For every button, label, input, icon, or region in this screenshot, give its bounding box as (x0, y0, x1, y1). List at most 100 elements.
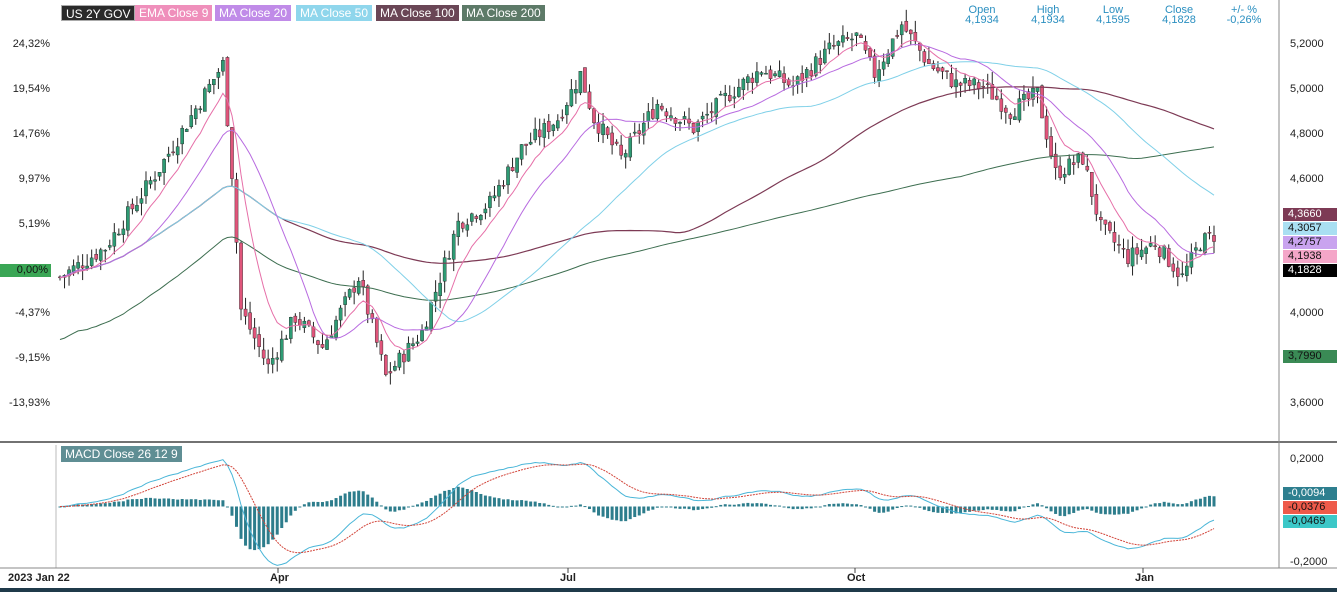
macd-histogram-bar (927, 506, 931, 512)
macd-histogram-bar (578, 504, 582, 507)
right-axis-tick: 3,6000 (1290, 397, 1324, 409)
candle-body (433, 291, 438, 302)
candle-body (605, 127, 610, 136)
macd-histogram-bar (1140, 506, 1144, 509)
macd-legend-tag[interactable]: MACD Close 26 12 9 (61, 446, 182, 462)
candle-body (293, 315, 298, 323)
candle-body (836, 41, 841, 46)
candle-body (447, 258, 451, 260)
candle-body (976, 82, 981, 89)
candle-body (1157, 247, 1162, 257)
macd-histogram-bar (574, 505, 578, 507)
macd-histogram-bar (239, 506, 243, 539)
candle-body (456, 220, 461, 237)
candle-body (1040, 85, 1044, 119)
legend-item-us-2y-gov[interactable]: US 2Y GOV (61, 5, 136, 21)
candle-body (705, 113, 709, 116)
candle-body (420, 330, 424, 341)
macd-histogram-bar (126, 499, 130, 507)
candle-body (1080, 152, 1085, 165)
macd-histogram-bar (1194, 499, 1198, 507)
ohlc-open-value: 4,1934 (965, 14, 999, 26)
candle-body (596, 122, 601, 134)
legend-item-ma-close-100[interactable]: MA Close 100 (376, 5, 459, 21)
price-tag: 4,3057 (1283, 222, 1337, 235)
macd-histogram-bar (818, 506, 822, 508)
candle-body (479, 215, 483, 221)
candle-body (71, 265, 76, 274)
candle-body (352, 287, 356, 293)
macd-histogram-bar (936, 506, 940, 513)
macd-histogram-bar (719, 504, 723, 507)
ma20-line (59, 43, 1215, 339)
macd-histogram-bar (968, 506, 972, 512)
candle-body (746, 76, 750, 83)
x-axis-label: Jan (1135, 572, 1154, 584)
macd-histogram-bar (158, 498, 162, 507)
candle-body (1017, 98, 1022, 121)
macd-histogram-bar (728, 504, 732, 507)
candle-body (524, 143, 528, 146)
macd-histogram-bar (950, 506, 954, 514)
macd-histogram-bar (877, 506, 881, 513)
macd-histogram-bar (406, 506, 410, 508)
macd-histogram-bar (393, 506, 397, 512)
candle-body (1185, 265, 1189, 276)
candle-body (85, 265, 89, 269)
macd-histogram-bar (103, 503, 107, 507)
macd-histogram-bar (470, 489, 474, 507)
macd-histogram-bar (841, 503, 845, 507)
candle-body (578, 71, 583, 94)
macd-histogram-bar (1085, 506, 1089, 510)
macd-histogram-bar (167, 498, 171, 507)
candle-body (411, 343, 415, 346)
macd-histogram-bar (289, 506, 293, 516)
ohlc-low-label: Low (1102, 4, 1124, 16)
macd-histogram-bar (547, 504, 551, 507)
macd-histogram-bar (800, 506, 804, 510)
macd-histogram-bar (1076, 506, 1080, 511)
candle-body (954, 79, 958, 88)
price-tag: 4,1938 (1283, 250, 1337, 263)
candle-body (1203, 233, 1207, 253)
candle-body (936, 67, 940, 72)
candle-body (393, 366, 397, 371)
candle-body (248, 312, 252, 330)
macd-histogram-bar (456, 486, 460, 507)
candle-body (990, 84, 995, 100)
right-axis-tick: 5,2000 (1290, 38, 1324, 50)
macd-histogram-bar (438, 493, 442, 507)
candle-body (325, 339, 329, 350)
candle-body (560, 116, 565, 119)
macd-histogram-bar (1036, 503, 1040, 507)
candle-body (275, 357, 280, 360)
macd-histogram-bar (1031, 504, 1035, 507)
legend-item-ma-close-50[interactable]: MA Close 50 (296, 5, 373, 21)
candle-body (519, 144, 524, 160)
macd-histogram-bar (302, 504, 306, 507)
candle-body (257, 334, 261, 347)
candle-body (750, 77, 755, 83)
candle-body (1076, 153, 1081, 163)
macd-histogram-bar (615, 506, 619, 521)
macd-histogram-bar (248, 506, 252, 550)
candle-body (148, 180, 153, 185)
candle-body (1094, 194, 1099, 215)
macd-histogram-bar (311, 501, 315, 507)
macd-histogram-bar (864, 506, 868, 508)
macd-histogram-bar (280, 506, 284, 529)
legend-item-ma-close-200[interactable]: MA Close 200 (462, 5, 545, 21)
macd-histogram-bar (90, 504, 94, 507)
candle-body (365, 285, 370, 315)
legend-item-ema-close-9[interactable]: EMA Close 9 (135, 5, 213, 21)
macd-histogram-bar (895, 506, 899, 509)
candle-body (1144, 247, 1148, 254)
candle-body (1022, 93, 1026, 100)
macd-histogram-bar (488, 496, 492, 507)
legend-item-ma-close-20[interactable]: MA Close 20 (215, 5, 292, 21)
candle-body (1162, 245, 1167, 259)
macd-histogram-bar (587, 506, 591, 509)
macd-histogram-bar (443, 490, 447, 507)
macd-histogram-bar (397, 506, 401, 511)
macd-histogram-bar (207, 499, 211, 507)
